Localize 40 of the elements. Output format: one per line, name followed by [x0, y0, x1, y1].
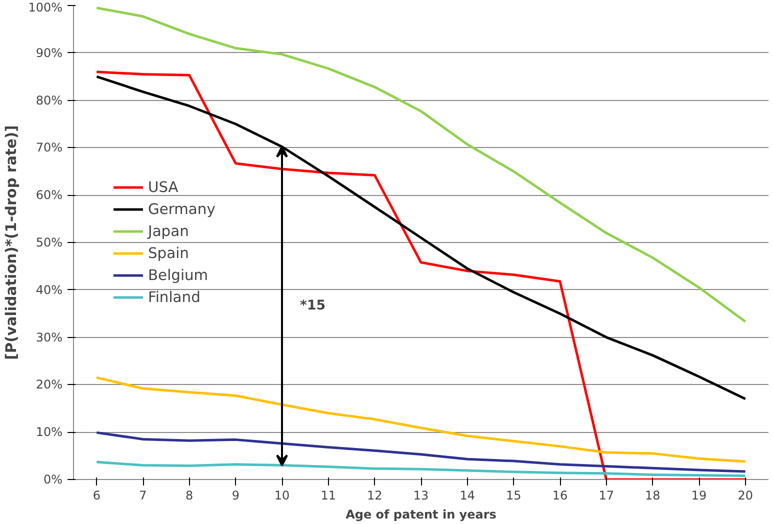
y-tick-label: 0%: [43, 472, 63, 486]
line-series: [95, 70, 747, 480]
annotation: *15: [300, 298, 326, 314]
legend-label: Finland: [148, 288, 200, 306]
y-tick-label: 30%: [36, 330, 62, 344]
y-tick-label: 90%: [36, 46, 62, 60]
x-tick-label: 12: [367, 488, 382, 502]
x-tick-label: 11: [320, 488, 336, 502]
x-tick-label: 19: [691, 488, 707, 502]
y-tick-label: 50%: [36, 236, 62, 250]
x-tick-label: 18: [645, 488, 660, 502]
x-tick-label: 17: [598, 488, 614, 502]
y-tick-label: 70%: [36, 140, 62, 155]
legend-label: Spain: [148, 244, 189, 262]
x-tick-label: 10: [274, 488, 290, 502]
y-tick-label: 80%: [36, 93, 62, 108]
x-tick-label: 6: [92, 488, 100, 502]
x-tick-label: 20: [738, 488, 753, 502]
x-tick-label: 15: [506, 488, 522, 502]
x-tick-label: 16: [552, 488, 568, 502]
x-tick-label: 9: [232, 488, 240, 502]
x-tick-label: 8: [186, 488, 194, 502]
y-tick-label: 40%: [36, 282, 62, 297]
line-series: [95, 376, 747, 463]
x-tick-label: 13: [413, 488, 429, 502]
y-tick-label: 60%: [36, 188, 62, 202]
line-series: [95, 6, 747, 323]
legend-label: USA: [148, 178, 178, 196]
legend-label: Japan: [148, 222, 189, 240]
legend-label: Belgium: [148, 266, 208, 284]
line-series: [95, 431, 747, 473]
y-axis-title: [P(validation)*(1-drop rate)]: [3, 125, 20, 360]
y-tick-label: 100%: [28, 0, 63, 14]
x-axis-title: Age of patent in years: [346, 508, 496, 522]
x-tick-label: 7: [139, 488, 147, 502]
y-tick-label: 10%: [36, 425, 62, 440]
x-tick-label: 14: [460, 488, 475, 502]
legend-label: Germany: [148, 200, 216, 218]
line-series: [95, 75, 747, 400]
y-tick-label: 20%: [36, 378, 62, 392]
